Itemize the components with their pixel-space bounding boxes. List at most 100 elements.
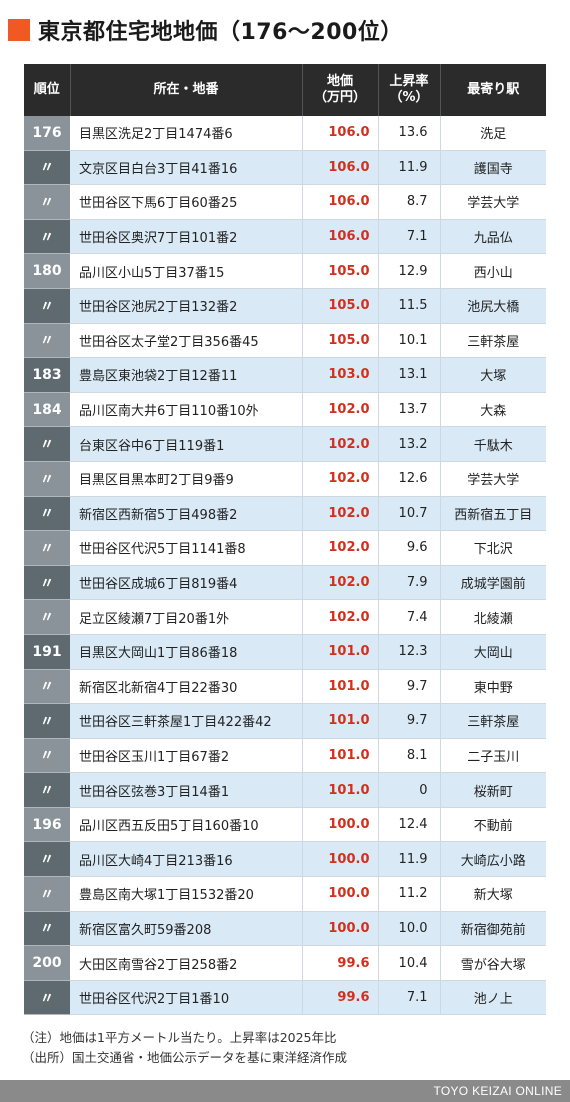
station-cell: 九品仏 [440,219,546,255]
header-rate-line1: 上昇率 [389,74,429,89]
rank-cell: 184 [24,392,70,428]
table-row: 〃世田谷区池尻2丁目132番2 105.0 11.5 池尻大橋 [24,288,546,324]
rate-cell: 12.4 [378,807,441,843]
rate-cell: 13.7 [378,392,441,428]
rate-cell: 9.7 [378,703,441,739]
station-cell: 池尻大橋 [440,288,546,324]
station-cell: 北綾瀬 [440,599,546,635]
address-cell: 世田谷区三軒茶屋1丁目422番42 [70,703,303,739]
table-row: 〃世田谷区弦巻3丁目14番1 101.0 0 桜新町 [24,772,546,808]
rank-cell: 〃 [24,841,70,878]
rank-cell: 196 [24,807,70,843]
rate-cell: 10.0 [378,911,441,947]
rate-cell: 8.1 [378,738,441,774]
price-cell: 101.0 [302,703,379,739]
table-row: 〃世田谷区下馬6丁目60番25 106.0 8.7 学芸大学 [24,184,546,220]
rank-cell: 〃 [24,496,70,532]
table-row: 〃世田谷区奥沢7丁目101番2 106.0 7.1 九品仏 [24,219,546,255]
station-cell: 学芸大学 [440,184,546,220]
header-price: 地価 （万円） [302,64,379,116]
address-cell: 新宿区北新宿4丁目22番30 [70,669,303,705]
price-cell: 105.0 [302,288,379,324]
price-cell: 106.0 [302,184,379,220]
table-row: 180 品川区小山5丁目37番15 105.0 12.9 西小山 [24,253,546,289]
price-cell: 102.0 [302,565,379,601]
rank-cell: 191 [24,634,70,670]
price-cell: 102.0 [302,530,379,566]
station-cell: 学芸大学 [440,461,546,497]
address-cell: 新宿区富久町59番208 [70,911,303,947]
table-row: 〃目黒区目黒本町2丁目9番9 102.0 12.6 学芸大学 [24,461,546,497]
rank-cell: 〃 [24,703,70,739]
table-row: 196 品川区西五反田5丁目160番10 100.0 12.4 不動前 [24,807,546,843]
price-cell: 102.0 [302,496,379,532]
rank-cell: 〃 [24,323,70,359]
table-row: 〃世田谷区成城6丁目819番4 102.0 7.9 成城学園前 [24,565,546,601]
rank-cell: 〃 [24,150,70,186]
station-cell: 千駄木 [440,426,546,462]
address-cell: 品川区南大井6丁目110番10外 [70,392,303,428]
table-row: 176 目黒区洗足2丁目1474番6 106.0 13.6 洗足 [24,116,546,151]
rank-cell: 〃 [24,461,70,497]
table-row: 〃世田谷区三軒茶屋1丁目422番42 101.0 9.7 三軒茶屋 [24,703,546,739]
rank-cell: 〃 [24,426,70,462]
station-cell: 下北沢 [440,530,546,566]
rate-cell: 11.9 [378,841,441,878]
address-cell: 世田谷区成城6丁目819番4 [70,565,303,601]
rate-cell: 8.7 [378,184,441,220]
note-line: （注）地価は1平方メートル当たり。上昇率は2025年比 [22,1030,337,1045]
address-cell: 世田谷区代沢5丁目1141番8 [70,530,303,566]
table-row: 〃豊島区南大塚1丁目1532番20 100.0 11.2 新大塚 [24,876,546,912]
rate-cell: 13.6 [378,116,441,151]
table-row: 〃台東区谷中6丁目119番1 102.0 13.2 千駄木 [24,426,546,462]
station-cell: 大岡山 [440,634,546,670]
address-cell: 世田谷区代沢2丁目1番10 [70,980,303,1016]
rate-cell: 13.1 [378,357,441,393]
rate-cell: 0 [378,772,441,808]
rank-cell: 〃 [24,911,70,947]
price-cell: 101.0 [302,738,379,774]
address-cell: 目黒区大岡山1丁目86番18 [70,634,303,670]
rate-cell: 11.2 [378,876,441,912]
table-row: 〃世田谷区代沢5丁目1141番8 102.0 9.6 下北沢 [24,530,546,566]
price-cell: 106.0 [302,219,379,255]
table-row: 〃世田谷区太子堂2丁目356番45 105.0 10.1 三軒茶屋 [24,323,546,359]
station-cell: 新宿御苑前 [440,911,546,947]
station-cell: 雪が谷大塚 [440,945,546,981]
rank-cell: 〃 [24,288,70,324]
page-title: 東京都住宅地地価（176〜200位） [38,20,403,45]
address-cell: 豊島区東池袋2丁目12番11 [70,357,303,393]
station-cell: 池ノ上 [440,980,546,1016]
rank-cell: 〃 [24,530,70,566]
table-row: 200 大田区南雪谷2丁目258番2 99.6 10.4 雪が谷大塚 [24,945,546,981]
table-body: 176 目黒区洗足2丁目1474番6 106.0 13.6 洗足〃文京区目白台3丁目41… [24,116,546,1016]
address-cell: 豊島区南大塚1丁目1532番20 [70,876,303,912]
price-cell: 100.0 [302,841,379,878]
station-cell: 大森 [440,392,546,428]
address-cell: 品川区小山5丁目37番15 [70,253,303,289]
table-row: 〃新宿区北新宿4丁目22番30 101.0 9.7 東中野 [24,669,546,705]
header-address: 所在・地番 [70,64,303,116]
price-cell: 102.0 [302,599,379,635]
station-cell: 桜新町 [440,772,546,808]
rank-cell: 〃 [24,738,70,774]
rank-cell: 180 [24,253,70,289]
rate-cell: 13.2 [378,426,441,462]
rank-cell: 200 [24,945,70,981]
price-cell: 99.6 [302,945,379,981]
price-cell: 100.0 [302,876,379,912]
rank-cell: 〃 [24,980,70,1016]
station-cell: 西新宿五丁目 [440,496,546,532]
rate-cell: 11.5 [378,288,441,324]
price-cell: 101.0 [302,772,379,808]
station-cell: 二子玉川 [440,738,546,774]
rank-cell: 〃 [24,219,70,255]
header-rate-line2: （%） [389,90,429,105]
table-row: 〃品川区大崎4丁目213番16 100.0 11.9 大崎広小路 [24,841,546,878]
station-cell: 三軒茶屋 [440,703,546,739]
footer-brand: TOYO KEIZAI ONLINE [0,1080,570,1102]
table-row: 〃文京区目白台3丁目41番16 106.0 11.9 護国寺 [24,150,546,186]
station-cell: 護国寺 [440,150,546,186]
station-cell: 大崎広小路 [440,841,546,878]
price-cell: 100.0 [302,807,379,843]
